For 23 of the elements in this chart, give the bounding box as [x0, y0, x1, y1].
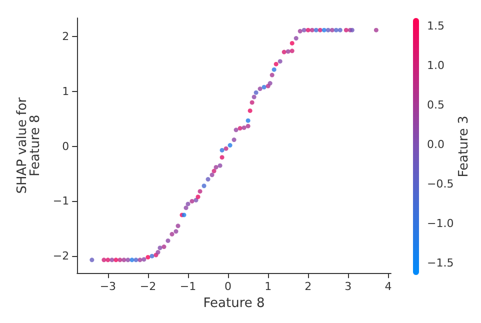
color-bar-label: 0.5 — [427, 98, 444, 112]
x-tick-label: 0 — [224, 280, 232, 294]
y-tick-label: −2 — [52, 250, 70, 263]
color-bar-label: −0.5 — [427, 178, 454, 191]
color-bar-label: 1.5 — [427, 19, 444, 32]
x-axis-title: Feature 8 — [203, 296, 265, 311]
color-bar-label: −1.5 — [427, 256, 454, 270]
x-tick-label: 2 — [304, 280, 312, 294]
color-bar-label: −1.0 — [427, 217, 454, 230]
y-tick-label: 0 — [62, 140, 70, 153]
y-tick-label: −1 — [52, 194, 70, 208]
x-tick-label: −3 — [100, 280, 116, 294]
y-tick-label: 1 — [62, 85, 70, 98]
x-tick-label: −1 — [180, 280, 196, 294]
x-tick-label: 3 — [344, 280, 352, 294]
y-axis-title: SHAP value for Feature 8 — [15, 96, 43, 194]
color-bar-label: 0.0 — [427, 138, 444, 152]
y-tick-label: 2 — [62, 30, 70, 44]
x-tick-label: 1 — [264, 280, 272, 294]
x-tick-label: −2 — [140, 280, 156, 294]
x-tick-label: 4 — [384, 280, 392, 294]
color-bar-label: 1.0 — [427, 58, 444, 72]
color-bar-title: Feature 3 — [456, 116, 472, 178]
